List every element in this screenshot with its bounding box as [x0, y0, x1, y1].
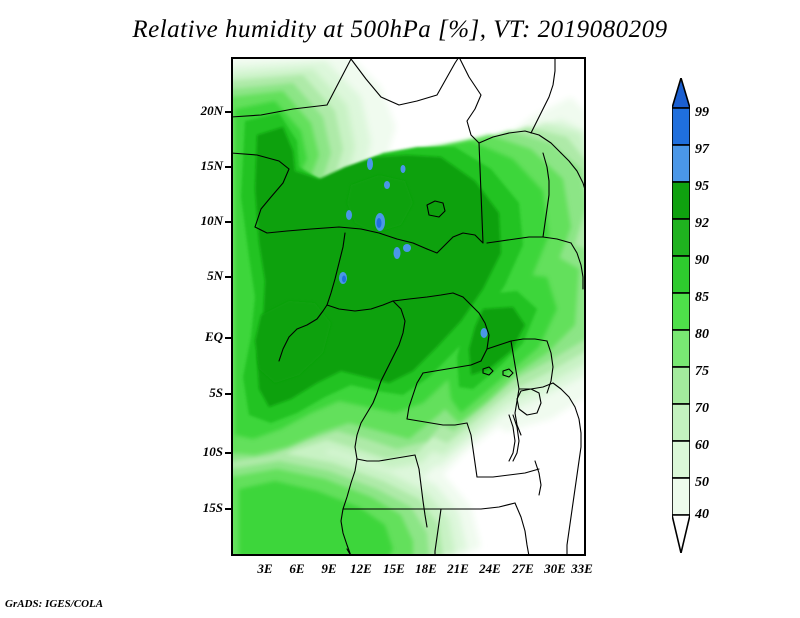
- x-tick-label-33e: 33E: [571, 561, 593, 576]
- x-tick-label-27e: 27E: [512, 561, 534, 576]
- colorbar-label-80: 80: [695, 327, 709, 342]
- x-tick-label-24e: 24E: [479, 561, 501, 576]
- x-tick-label-18e: 18E: [415, 561, 437, 576]
- x-tick-label-30e: 30E: [544, 561, 566, 576]
- y-tick-label-15n: 15N: [200, 158, 223, 173]
- y-tick-20n: [225, 111, 232, 113]
- x-tick-label-21e: 21E: [447, 561, 469, 576]
- colorbar-label-92: 92: [695, 216, 709, 231]
- y-tick-10n: [225, 221, 232, 223]
- colorbar-label-70: 70: [695, 401, 709, 416]
- y-tick-label-10n: 10N: [200, 213, 223, 228]
- x-tick-label-12e: 12E: [350, 561, 372, 576]
- y-tick-label-eq: EQ: [204, 329, 223, 344]
- map-plot-area: [231, 57, 586, 556]
- humidity-field: [231, 57, 586, 556]
- colorbar-label-99: 99: [695, 105, 709, 120]
- y-tick-5s: [225, 393, 232, 395]
- grads-credit: GrADS: IGES/COLA: [5, 598, 104, 610]
- y-tick-label-5n: 5N: [207, 268, 223, 283]
- colorbar-svg: [672, 78, 690, 553]
- y-tick-5n: [225, 276, 232, 278]
- y-tick-eq: [225, 337, 232, 339]
- colorbar-label-40: 40: [695, 507, 709, 522]
- colorbar-label-90: 90: [695, 253, 709, 268]
- y-tick-label-15s: 15S: [202, 500, 223, 515]
- colorbar: [672, 78, 690, 553]
- colorbar-label-75: 75: [695, 364, 709, 379]
- y-tick-label-20n: 20N: [200, 103, 223, 118]
- y-tick-10s: [225, 452, 232, 454]
- country-borders: [231, 57, 586, 556]
- y-tick-label-5s: 5S: [209, 385, 223, 400]
- y-tick-label-10s: 10S: [202, 444, 223, 459]
- x-tick-label-9e: 9E: [321, 561, 337, 576]
- page-title: Relative humidity at 500hPa [%], VT: 201…: [132, 16, 668, 43]
- map-svg: [231, 57, 586, 556]
- colorbar-label-95: 95: [695, 179, 709, 194]
- blue-maxima: [339, 158, 488, 338]
- colorbar-label-97: 97: [695, 142, 709, 157]
- colorbar-label-50: 50: [695, 475, 709, 490]
- x-tick-label-15e: 15E: [383, 561, 405, 576]
- y-tick-15s: [225, 508, 232, 510]
- x-tick-label-6e: 6E: [289, 561, 305, 576]
- y-tick-15n: [225, 166, 232, 168]
- colorbar-label-85: 85: [695, 290, 709, 305]
- x-tick-label-3e: 3E: [257, 561, 273, 576]
- colorbar-label-60: 60: [695, 438, 709, 453]
